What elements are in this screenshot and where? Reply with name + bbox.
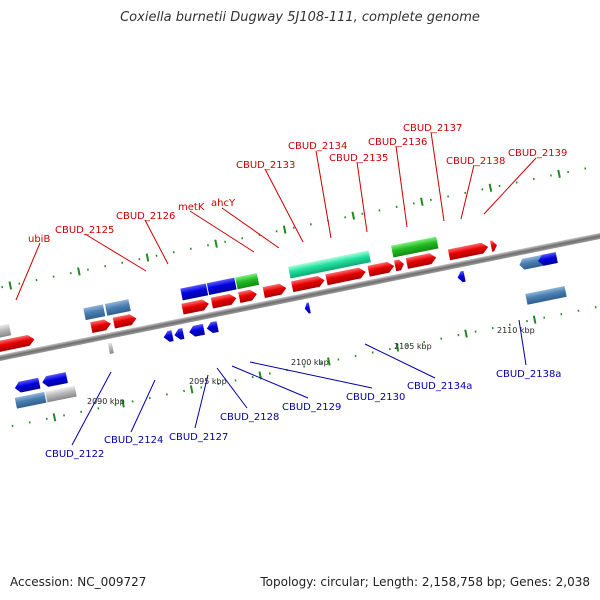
forward-major-ticks [8, 169, 561, 290]
reverse-steel-gene[interactable] [14, 391, 47, 409]
gene-label-CBUD_2133[interactable]: CBUD_2133 [236, 160, 295, 171]
reverse-steel-gene-2[interactable] [525, 285, 567, 305]
scale-label-2095: 2095 kbp [189, 377, 227, 386]
gene-label-CBUD_2127[interactable]: CBUD_2127 [169, 432, 228, 443]
forward-green-gene-2[interactable] [391, 236, 439, 258]
accession-text: Accession: NC_009727 [10, 575, 147, 589]
forward-gene-2[interactable] [0, 334, 36, 353]
gene-label-CBUD_2137[interactable]: CBUD_2137 [403, 123, 462, 134]
scale-label-2105: 2105 kbp [394, 342, 432, 351]
gene-label-CBUD_2134a[interactable]: CBUD_2134a [407, 381, 472, 392]
gene-label-CBUD_2134[interactable]: CBUD_2134 [288, 141, 347, 152]
forward-gene-12[interactable] [394, 259, 405, 272]
forward-gene-8[interactable] [262, 283, 288, 298]
forward-gene-6[interactable] [210, 293, 238, 309]
scale-labels: 2090 kbp 2095 kbp 2100 kbp 2105 kbp 2110… [87, 326, 535, 406]
reverse-outer-row [14, 285, 567, 409]
reverse-grey-feature[interactable] [107, 342, 114, 354]
reverse-gene-1[interactable] [163, 330, 174, 343]
gene-label-ahcY[interactable]: ahcY [211, 198, 236, 209]
forward-green-gene-1[interactable] [235, 273, 260, 290]
forward-leader-lines [15, 131, 537, 301]
forward-grey-feature[interactable] [0, 323, 12, 343]
gene-label-CBUD_2139[interactable]: CBUD_2139 [508, 148, 567, 159]
forward-blue-gene-1[interactable] [180, 283, 209, 301]
reverse-gene-8[interactable] [537, 252, 558, 267]
reverse-gene-4[interactable] [206, 321, 219, 334]
forward-gene-14[interactable] [447, 242, 489, 261]
reverse-gene-labels: CBUD_2122 CBUD_2124 CBUD_2127 CBUD_2128 … [45, 369, 561, 460]
forward-steel-gene-1[interactable] [83, 304, 106, 321]
map-title: Coxiella burnetii Dugway 5J108-111, comp… [120, 10, 480, 25]
reverse-major-ticks [52, 315, 537, 422]
genome-track [0, 156, 600, 438]
reverse-gene-10[interactable] [41, 372, 68, 388]
forward-gene-15[interactable] [490, 240, 498, 252]
gene-label-ubiB[interactable]: ubiB [28, 234, 50, 245]
forward-blue-gene-2[interactable] [206, 277, 237, 296]
gene-label-CBUD_2138[interactable]: CBUD_2138 [446, 156, 505, 167]
reverse-inner-row [107, 252, 558, 354]
gene-label-CBUD_2138a[interactable]: CBUD_2138a [496, 369, 561, 380]
genome-backbone [0, 218, 600, 376]
reverse-leader-lines [71, 319, 527, 446]
gene-label-CBUD_2122[interactable]: CBUD_2122 [45, 449, 104, 460]
forward-gene-9[interactable] [291, 275, 326, 293]
forward-gene-labels: ubiB CBUD_2125 CBUD_2126 metK ahcY CBUD_… [28, 123, 567, 245]
forward-mint-gene[interactable] [288, 250, 371, 279]
scale-label-2110: 2110 kbp [497, 326, 535, 335]
reverse-gene-6[interactable] [457, 270, 466, 283]
forward-cds-row [0, 240, 498, 353]
scale-label-2090: 2090 kbp [87, 397, 125, 406]
reverse-gene-3[interactable] [188, 323, 205, 338]
forward-gene-10[interactable] [325, 266, 366, 286]
forward-gene-5[interactable] [181, 298, 210, 315]
gene-label-CBUD_2125[interactable]: CBUD_2125 [55, 225, 114, 236]
forward-steel-gene-2[interactable] [104, 299, 131, 316]
gene-label-metK[interactable]: metK [178, 202, 205, 213]
reverse-grey-gene[interactable] [45, 385, 77, 403]
forward-gene-3[interactable] [90, 318, 112, 334]
genome-stats-text: Topology: circular; Length: 2,158,758 bp… [260, 575, 590, 589]
forward-gene-13[interactable] [405, 252, 438, 269]
reverse-gene-2[interactable] [173, 328, 185, 341]
gene-label-CBUD_2128[interactable]: CBUD_2128 [220, 412, 279, 423]
gene-label-CBUD_2124[interactable]: CBUD_2124 [104, 435, 163, 446]
gene-label-CBUD_2130[interactable]: CBUD_2130 [346, 392, 405, 403]
forward-gene-4[interactable] [112, 313, 138, 329]
forward-feature-row [0, 236, 439, 343]
scale-label-2100: 2100 kbp [291, 358, 329, 367]
gene-label-CBUD_2135[interactable]: CBUD_2135 [329, 153, 388, 164]
gene-label-CBUD_2129[interactable]: CBUD_2129 [282, 402, 341, 413]
forward-gene-11[interactable] [367, 261, 396, 277]
reverse-gene-9[interactable] [14, 377, 41, 394]
gene-label-CBUD_2136[interactable]: CBUD_2136 [368, 137, 427, 148]
forward-gene-7[interactable] [238, 289, 258, 303]
reverse-gene-5[interactable] [304, 302, 311, 314]
gene-label-CBUD_2126[interactable]: CBUD_2126 [116, 211, 175, 222]
